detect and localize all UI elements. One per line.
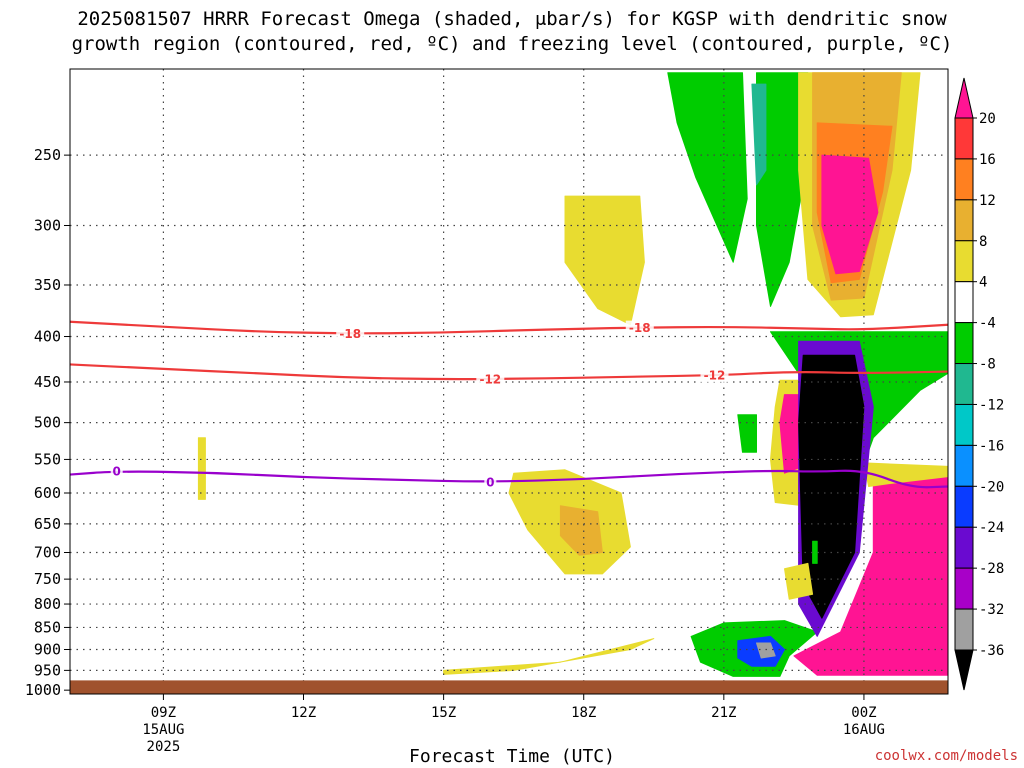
contour-label-bg--12-1	[700, 368, 729, 383]
contour-label-bg-0-1	[484, 474, 497, 489]
xtick-year-09Z: 2025	[147, 739, 181, 755]
omega-region-20	[559, 505, 603, 556]
omega-region-15	[756, 642, 776, 659]
ytick-label-250: 250	[34, 146, 61, 164]
omega-region-2	[751, 83, 767, 186]
contour-label-bg-0-0	[110, 464, 123, 479]
omega-region-9	[779, 394, 804, 474]
colorbar-box-2	[954, 199, 974, 242]
colorbar-label-10: -24	[979, 520, 1004, 536]
ytick-label-600: 600	[34, 484, 61, 502]
pressure-axis: 250 300 350 400 450 500 550 600 650 700 750 800 850 9…	[25, 146, 70, 699]
contour-label-bg--18-1	[625, 320, 654, 335]
xtick-label-12Z: 12Z	[291, 705, 316, 721]
colorbar-box-8	[954, 444, 974, 487]
colorbar-label-0: 20	[979, 111, 996, 127]
ytick-label-300: 300	[34, 216, 61, 234]
colorbar-bottom-arrow	[954, 649, 974, 691]
xtick-label-15Z: 15Z	[431, 705, 456, 721]
omega-shading	[197, 72, 948, 677]
colorbar-label-7: -12	[979, 397, 1004, 413]
ytick-label-900: 900	[34, 640, 61, 658]
temperature-contours: -18 -18 -12 -12 0 0	[70, 320, 948, 489]
xtick-label-09Z: 09Z	[151, 705, 176, 721]
ytick-label-350: 350	[34, 276, 61, 294]
omega-region-10	[737, 414, 757, 453]
xtick-label-00Z: 00Z	[851, 705, 876, 721]
xtick-date-00Z: 16AUG	[843, 722, 885, 738]
colorbar-label-12: -32	[979, 602, 1004, 618]
contour-label--18-0: -18	[339, 327, 361, 341]
colorbar-label-4: 4	[979, 275, 987, 291]
colorbar-label-8: -16	[979, 438, 1004, 454]
ytick-label-650: 650	[34, 515, 61, 533]
chart-title-line1: 2025081507 HRRR Forecast Omega (shaded, …	[77, 8, 947, 30]
colorbar-box-11	[954, 567, 974, 610]
x-axis-title: Forecast Time (UTC)	[409, 746, 615, 767]
contour-label-bg--18-0	[336, 326, 365, 341]
colorbar-label-11: -28	[979, 561, 1004, 577]
contour-label-0-0: 0	[113, 465, 121, 479]
omega-region-24	[812, 540, 818, 564]
contour-label--12-1: -12	[704, 369, 726, 383]
omega-region-7	[821, 154, 879, 275]
colorbar-label-3: 8	[979, 234, 987, 250]
colorbar-box-9	[954, 485, 974, 528]
omega-region-18	[564, 195, 645, 326]
source-credit: coolwx.com/models	[874, 748, 1018, 764]
colorbar-box-6	[954, 363, 974, 405]
ytick-label-400: 400	[34, 328, 61, 346]
ytick-label-1000: 1000	[25, 681, 61, 699]
colorbar-box-0	[954, 117, 974, 160]
omega-region-22	[197, 437, 206, 500]
contour-line-0	[70, 469, 948, 489]
colorbar-label-13: -36	[979, 643, 1004, 659]
xtick-label-21Z: 21Z	[711, 705, 736, 721]
contour-line--18	[70, 320, 948, 335]
ground-surface	[70, 680, 948, 694]
contour-label--18-1: -18	[629, 321, 651, 335]
colorbar-box-1	[954, 158, 974, 201]
colorbar-label-2: 12	[979, 193, 996, 209]
ytick-label-450: 450	[34, 373, 61, 391]
colorbar-label-1: 16	[979, 152, 996, 168]
omega-region-12	[863, 462, 948, 487]
xtick-date-09Z: 15AUG	[142, 722, 184, 738]
contour-label-0-1: 0	[486, 475, 494, 489]
ytick-label-800: 800	[34, 595, 61, 613]
ground-bar	[70, 680, 948, 694]
ytick-label-550: 550	[34, 450, 61, 468]
omega-region-23	[784, 562, 814, 600]
ytick-label-850: 850	[34, 618, 61, 636]
contour-label-bg--12-0	[476, 371, 505, 386]
ytick-label-750: 750	[34, 570, 61, 588]
ytick-label-500: 500	[34, 414, 61, 432]
colorbar-label-6: -8	[979, 357, 996, 373]
chart-title-line2: growth region (contoured, red, ºC) and f…	[71, 33, 953, 55]
colorbar-box-12	[954, 608, 974, 651]
ytick-label-950: 950	[34, 661, 61, 679]
colorbar-label-5: -4	[979, 316, 996, 332]
colorbar-box-3	[954, 240, 974, 283]
colorbar-label-9: -20	[979, 479, 1004, 495]
omega-region-0	[667, 72, 748, 263]
colorbar-box-4	[954, 281, 974, 324]
contour-label--12-0: -12	[479, 372, 501, 386]
colorbar: 20 16 12 8 4 -4 -8 -12 -16 -20 -24 -28 -32 -36	[954, 77, 1004, 691]
ytick-label-700: 700	[34, 544, 61, 562]
colorbar-box-10	[954, 526, 974, 569]
colorbar-box-5	[954, 322, 974, 365]
omega-region-11	[793, 476, 948, 676]
colorbar-box-7	[954, 403, 974, 446]
xtick-label-18Z: 18Z	[571, 705, 596, 721]
omega-region-21	[443, 638, 655, 675]
colorbar-top-arrow	[954, 77, 974, 119]
